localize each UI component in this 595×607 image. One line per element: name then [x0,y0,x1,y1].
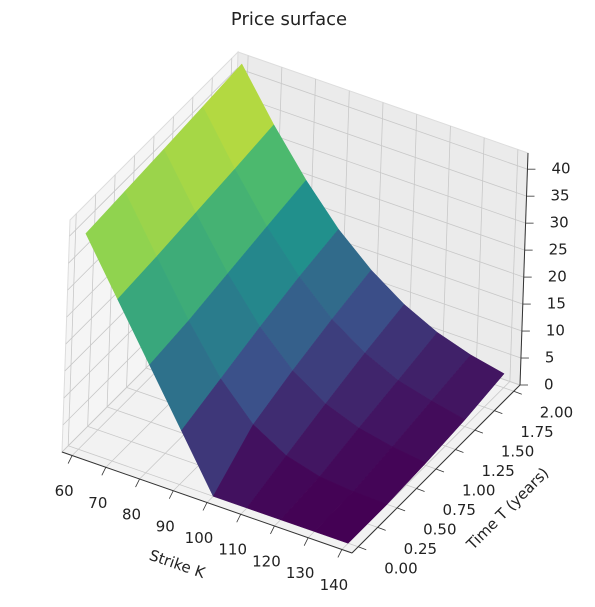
y-tick-label: 1.00 [462,482,495,500]
z-tick-label: 35 [551,187,570,205]
z-tick-label: 25 [549,241,568,259]
grid-line [408,114,418,347]
grid-line [235,121,526,224]
z-axis [519,152,529,386]
y-axis [351,384,521,554]
z-tick-label: 30 [550,214,569,232]
z-tick-label: 40 [551,160,570,178]
z-tick-label: 15 [547,295,566,313]
tick-mark [67,455,73,464]
tick-mark [168,490,174,499]
y-tick-label: 0.75 [443,501,476,519]
tick-mark [513,390,522,395]
y-tick-label: 0.25 [404,540,437,558]
tick-mark [236,514,242,523]
tick-mark [455,449,464,453]
tick-mark [474,429,484,434]
y-tick-label: 1.75 [520,423,553,441]
x-tick-label: 100 [185,529,214,547]
x-axis-label: Strike K [147,546,209,582]
grid-line [442,125,451,359]
grid-line [236,94,527,197]
tick-mark [358,546,367,551]
surface-patch [313,491,388,544]
x-tick-label: 60 [55,482,74,500]
x-tick-label: 90 [156,517,175,535]
grid-line [69,67,238,237]
grid-line [67,213,77,446]
tick-mark [337,549,343,558]
y-tick-label: 1.50 [501,443,534,461]
grid-line [509,149,519,382]
tick-mark [377,526,386,531]
z-tick-label: 0 [544,376,554,394]
x-tick-label: 130 [286,564,315,582]
tick-mark [494,410,503,415]
y-tick-label: 0.50 [423,520,456,538]
tick-mark [303,537,309,546]
x-tick-label: 110 [218,541,247,559]
z-tick-label: 5 [545,349,555,367]
x-tick-label: 70 [88,494,107,512]
x-tick-label: 80 [122,506,141,524]
z-tick-label: 10 [546,322,565,340]
tick-mark [202,502,208,511]
tick-mark [101,467,107,476]
tick-mark [135,478,140,488]
chart-title: Price surface [231,9,347,30]
tick-mark [435,468,445,473]
x-tick-label: 140 [320,576,349,594]
z-tick-label: 20 [548,268,567,286]
grid-line [237,67,528,170]
tick-mark [270,525,275,535]
y-tick-label: 2.00 [540,404,573,422]
tick-mark [396,507,406,512]
y-tick-label: 0.00 [384,559,417,577]
y-tick-label: 1.25 [481,462,514,480]
x-axis [61,451,353,554]
x-tick-label: 120 [252,552,281,570]
grid-line [475,137,485,370]
tick-mark [416,488,425,492]
